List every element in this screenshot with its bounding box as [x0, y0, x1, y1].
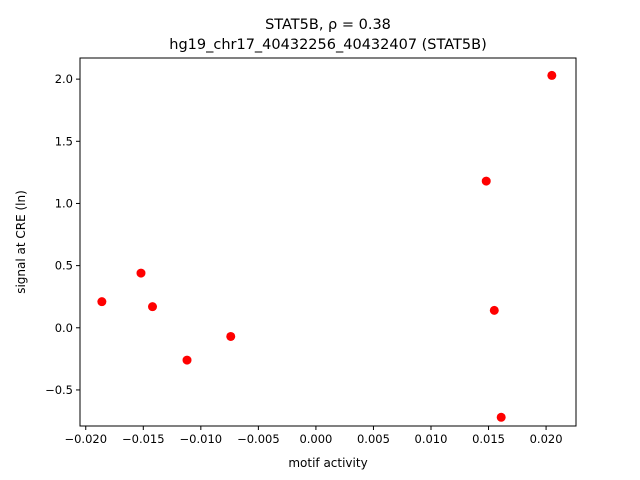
scatter-point: [226, 331, 236, 341]
y-tick-label: 0.5: [55, 259, 73, 273]
chart-title-line-1: STAT5B, ρ = 0.38: [265, 17, 391, 33]
y-axis-label: signal at CRE (ln): [14, 190, 28, 294]
scatter-point: [97, 297, 107, 307]
x-axis-label: motif activity: [288, 456, 367, 470]
x-tick-label: 0.015: [472, 432, 505, 446]
x-tick-label: −0.005: [237, 432, 280, 446]
y-tick-label: 1.0: [55, 196, 73, 210]
chart-title-line-2: hg19_chr17_40432256_40432407 (STAT5B): [169, 37, 486, 53]
chart-title: STAT5B, ρ = 0.38 hg19_chr17_40432256_404…: [169, 17, 486, 53]
y-tick-label: 1.5: [55, 134, 73, 148]
y-tick-label: 0.0: [55, 321, 73, 335]
scatter-point: [496, 412, 506, 422]
x-tick-label: −0.010: [180, 432, 223, 446]
x-axis-ticks: −0.020 −0.015 −0.010 −0.005 0.000 0.005 0.010 0…: [64, 426, 563, 446]
scatter-point: [481, 176, 491, 186]
scatter-points: [97, 70, 557, 422]
y-axis-ticks: −0.5 0.0 0.5 1.0 1.5 2.0: [45, 72, 80, 397]
y-tick-label: 2.0: [55, 72, 73, 86]
x-tick-label: −0.015: [122, 432, 165, 446]
x-tick-label: 0.000: [299, 432, 332, 446]
scatter-point: [182, 355, 192, 365]
x-tick-label: 0.005: [357, 432, 390, 446]
x-tick-label: 0.010: [415, 432, 448, 446]
scatter-point: [136, 268, 146, 278]
scatter-point: [489, 305, 499, 315]
y-tick-label: −0.5: [45, 383, 73, 397]
x-tick-label: 0.020: [530, 432, 563, 446]
scatter-point: [148, 302, 158, 312]
x-tick-label: −0.020: [64, 432, 107, 446]
plot-area-frame: [79, 57, 577, 427]
scatter-point: [547, 70, 557, 80]
